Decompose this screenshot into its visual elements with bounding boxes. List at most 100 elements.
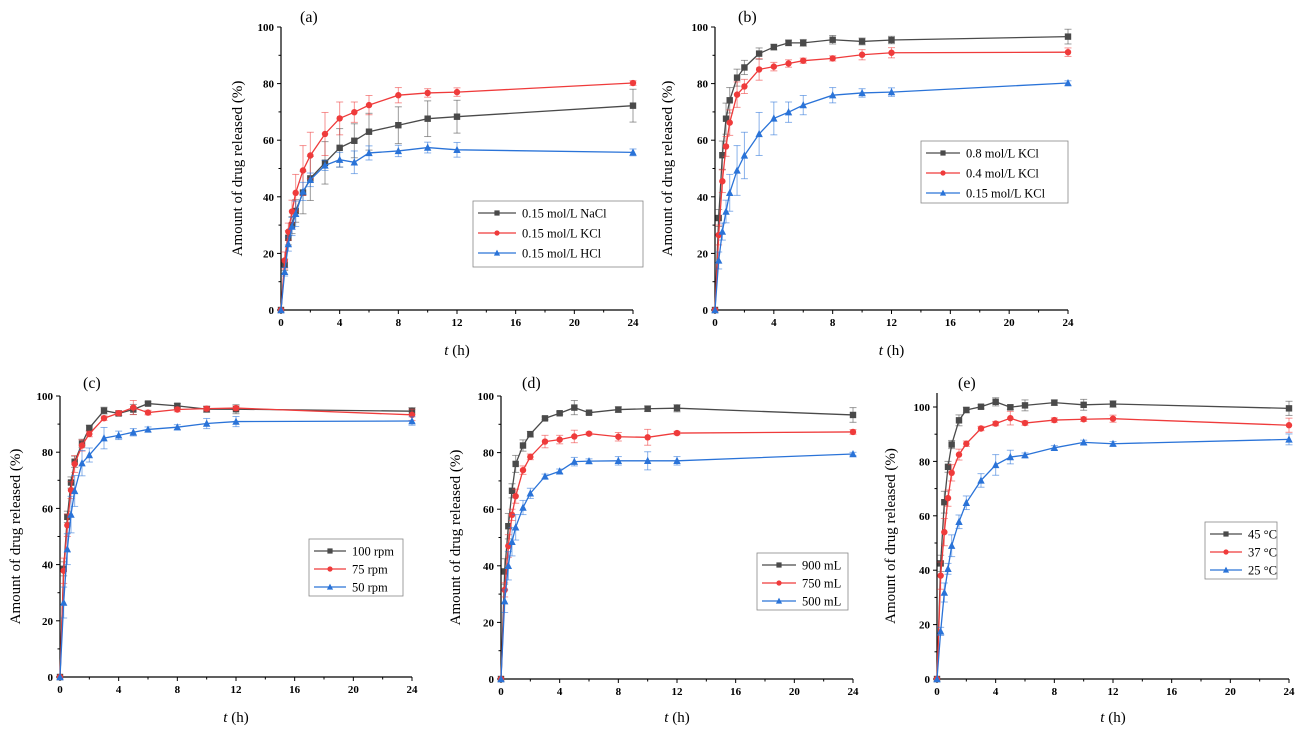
data-point (726, 188, 734, 197)
data-point (408, 417, 416, 425)
data-point (1109, 415, 1117, 422)
y-tick-label: 80 (483, 448, 495, 460)
data-point (715, 214, 722, 222)
data-point (508, 537, 516, 545)
data-point (936, 627, 945, 635)
data-point (174, 402, 181, 410)
data-point (284, 240, 293, 248)
y-tick-label: 60 (697, 135, 709, 147)
data-point (829, 55, 836, 62)
data-point (115, 409, 122, 417)
data-point (800, 57, 807, 64)
legend-label: 25 °C (1248, 564, 1277, 578)
y-tick-label: 60 (263, 135, 275, 147)
data-point (726, 97, 733, 104)
data-point (1079, 438, 1088, 446)
legend-marker (1223, 531, 1229, 537)
data-point (992, 420, 999, 427)
data-point (291, 209, 300, 217)
data-point (508, 487, 516, 495)
data-point (1021, 451, 1029, 459)
x-tick-label: 16 (510, 317, 522, 329)
x-tick-label: 16 (945, 317, 957, 329)
data-point (394, 146, 403, 155)
x-axis-title-unit: (h) (227, 710, 248, 726)
x-axis-title: t (h) (879, 343, 904, 359)
data-point (365, 101, 373, 109)
data-point (519, 503, 527, 511)
data-point (977, 476, 985, 484)
x-tick-label: 8 (616, 686, 622, 698)
series-2 (277, 141, 637, 314)
data-point (519, 466, 527, 474)
y-tick-label: 20 (263, 248, 275, 260)
legend-label: 0.15 mol/L NaCl (522, 207, 607, 221)
data-point (395, 92, 402, 99)
data-point (541, 415, 549, 422)
data-point (977, 403, 985, 410)
data-point (500, 597, 509, 605)
data-point (202, 419, 211, 427)
data-point (1080, 416, 1087, 423)
y-tick-label: 20 (697, 248, 709, 260)
y-tick-label: 100 (478, 391, 495, 403)
x-tick-label: 16 (730, 686, 742, 698)
data-point (977, 425, 985, 432)
data-point (1051, 399, 1058, 406)
data-point (453, 88, 461, 96)
data-point (673, 429, 681, 437)
y-tick-label: 80 (919, 456, 931, 468)
legend-label: 0.4 mol/L KCl (966, 167, 1039, 181)
y-tick-label: 40 (483, 561, 495, 573)
data-point (86, 424, 93, 432)
data-point (306, 175, 315, 184)
data-point (644, 405, 651, 412)
series-line (500, 406, 854, 680)
data-point (948, 469, 955, 477)
data-point (963, 440, 970, 447)
data-point (336, 144, 343, 152)
legend-label: 0.15 mol/L HCl (522, 247, 602, 261)
data-point (307, 152, 314, 159)
panel-label: (a) (300, 9, 318, 26)
data-point (78, 442, 86, 449)
data-point (714, 256, 723, 264)
data-point (144, 425, 152, 433)
data-point (800, 39, 807, 47)
legend-label: 750 mL (802, 577, 841, 591)
data-point (59, 598, 68, 606)
data-point (351, 108, 358, 116)
x-tick-label: 8 (175, 684, 181, 696)
legend-label: 0.15 mol/L KCl (522, 227, 602, 241)
data-point (86, 430, 93, 438)
data-point (1021, 419, 1029, 427)
x-tick-label: 24 (1284, 686, 1296, 698)
data-point (336, 115, 343, 122)
legend-marker (1223, 549, 1229, 555)
y-tick-label: 100 (258, 22, 275, 34)
data-point (955, 417, 963, 424)
data-point (858, 88, 866, 97)
data-point (508, 511, 516, 519)
data-point (992, 398, 999, 406)
x-tick-label: 20 (569, 317, 581, 329)
data-point (144, 400, 152, 407)
data-point (1007, 404, 1014, 411)
x-tick-label: 12 (452, 317, 464, 329)
series-1 (711, 47, 1072, 314)
x-tick-label: 4 (116, 684, 122, 696)
data-point (321, 161, 329, 169)
legend-marker (776, 562, 782, 568)
data-point (1064, 79, 1072, 87)
legend-marker (1222, 566, 1230, 573)
data-point (733, 166, 741, 174)
data-point (755, 50, 763, 57)
legend-label: 45 °C (1248, 528, 1277, 542)
data-point (277, 306, 285, 314)
legend-marker (940, 170, 946, 176)
data-point (71, 460, 78, 468)
data-point (722, 115, 730, 122)
data-point (130, 404, 137, 411)
legend-marker (939, 189, 947, 196)
